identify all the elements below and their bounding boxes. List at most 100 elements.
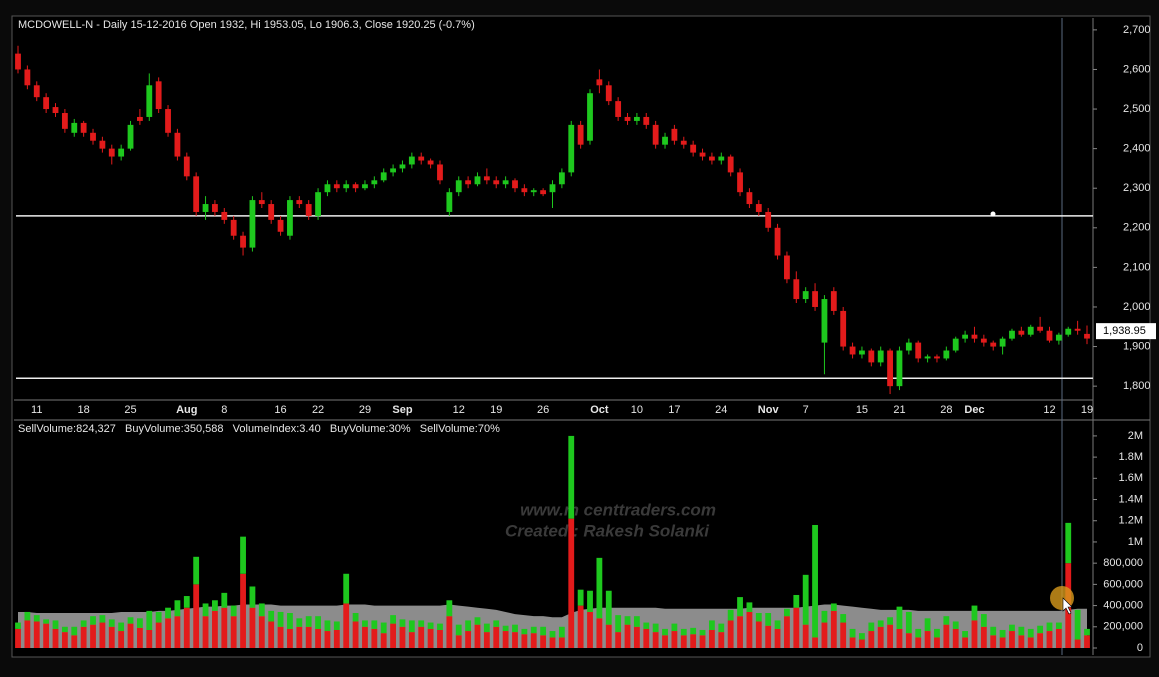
y-tick-label: 1,800 [1123, 380, 1151, 392]
y-tick-label: 2,700 [1123, 24, 1151, 36]
buy-volume-bar [390, 615, 396, 624]
sell-volume-bar [277, 626, 284, 649]
buy-volume-bar [568, 435, 575, 519]
buy-volume-bar [230, 605, 237, 617]
sell-volume-bar [596, 618, 603, 649]
sell-volume-bar [859, 639, 865, 649]
buy-volume-bar [408, 620, 415, 633]
candle-body [118, 148, 125, 157]
buy-volume-bar [624, 616, 631, 625]
volume-tick-label: 0 [1137, 642, 1143, 654]
candle-body [390, 168, 396, 173]
sell-volume-bar [371, 628, 378, 649]
volume-tick-label: 1.6M [1119, 472, 1143, 484]
sell-volume-bar [1055, 628, 1062, 649]
sell-volume-bar [549, 637, 556, 649]
x-tick-label: 29 [359, 404, 371, 416]
buy-volume-bar [680, 628, 687, 636]
volume-tick-label: 800,000 [1103, 557, 1143, 569]
buy-volume-bar [455, 624, 462, 636]
buy-volume-bar [61, 626, 68, 633]
sell-volume-bar [455, 635, 462, 649]
buy-volume-bar [493, 620, 500, 627]
buy-volume-bar [652, 623, 659, 633]
buy-volume-bar [90, 616, 96, 625]
sell-volume-bar [793, 607, 800, 649]
sell-volume-bar [1074, 639, 1081, 649]
y-tick-label: 2,100 [1123, 261, 1151, 273]
x-tick-label: 15 [856, 404, 868, 416]
candle-body [249, 200, 256, 248]
sell-volume-bar [765, 625, 772, 649]
buy-volume-bar [1055, 622, 1062, 629]
candle-body [418, 156, 425, 161]
buy-volume-bar [240, 536, 246, 574]
y-tick-label: 2,600 [1123, 63, 1151, 75]
buy-volume-bar [380, 622, 387, 634]
buy-volume-bar [699, 629, 706, 636]
candle-body [952, 338, 959, 351]
sell-volume-bar [709, 629, 715, 649]
sell-volume-bar [52, 628, 59, 649]
candle-body [174, 132, 181, 157]
line-handle [990, 211, 996, 217]
sell-volume-bar [530, 633, 537, 649]
candle-body [1046, 330, 1053, 341]
candle-body [709, 156, 715, 161]
sell-volume-bar [1027, 637, 1034, 649]
candle-body [33, 85, 40, 98]
sell-volume-bar [943, 624, 950, 649]
sell-volume-bar [915, 637, 922, 649]
sell-volume-bar [746, 611, 753, 649]
watermark: www.m centtraders.com [520, 500, 716, 519]
candle-body [296, 200, 303, 205]
x-tick-label: 19 [1081, 404, 1093, 416]
buy-volume-bar [277, 611, 284, 627]
sell-volume-bar [924, 631, 931, 649]
candle-body [577, 124, 584, 145]
sell-volume-bar [1084, 635, 1090, 649]
sell-volume-bar [99, 622, 106, 649]
buy-volume-bar [915, 628, 922, 638]
sell-volume-bar [971, 620, 978, 649]
buy-volume-bar [502, 625, 509, 632]
candle-body [380, 172, 387, 181]
volume-tick-label: 400,000 [1103, 599, 1143, 611]
sell-volume-bar [446, 616, 453, 649]
candle-body [305, 204, 312, 216]
buy-volume-bar [952, 621, 959, 629]
buy-volume-bar [605, 590, 612, 625]
sell-volume-bar [1037, 633, 1044, 649]
sell-volume-bar [568, 518, 575, 649]
buy-volume-bar [71, 626, 78, 636]
sell-volume-bar [221, 607, 228, 649]
candle-body [437, 164, 443, 181]
sell-volume-bar [362, 626, 368, 649]
sell-volume-bar [558, 637, 565, 649]
sell-volume-bar [155, 622, 162, 649]
x-tick-label: 12 [1043, 404, 1055, 416]
x-tick-label: 10 [631, 404, 643, 416]
candle-body [212, 204, 218, 212]
sell-volume-bar [33, 621, 40, 649]
candle-body [493, 180, 500, 185]
candle-body [52, 107, 59, 114]
x-tick-label: 11 [31, 404, 42, 416]
sell-volume-bar [662, 635, 668, 649]
buy-volume-bar [615, 615, 622, 633]
sell-volume-bar [680, 635, 687, 649]
buy-volume-bar [287, 613, 293, 629]
buy-volume-bar [718, 623, 725, 633]
candle-body [362, 184, 368, 189]
candle-body [727, 156, 734, 173]
sell-volume-bar [1046, 631, 1053, 649]
buy-volume-bar [774, 620, 781, 629]
buy-volume-bar [258, 603, 265, 617]
x-tick-label: Nov [758, 404, 780, 416]
candle-body [643, 116, 650, 125]
volume-tick-label: 1.2M [1119, 515, 1143, 527]
y-tick-label: 2,500 [1123, 103, 1151, 115]
sell-volume-bar [868, 631, 875, 649]
candle-body [690, 144, 697, 153]
